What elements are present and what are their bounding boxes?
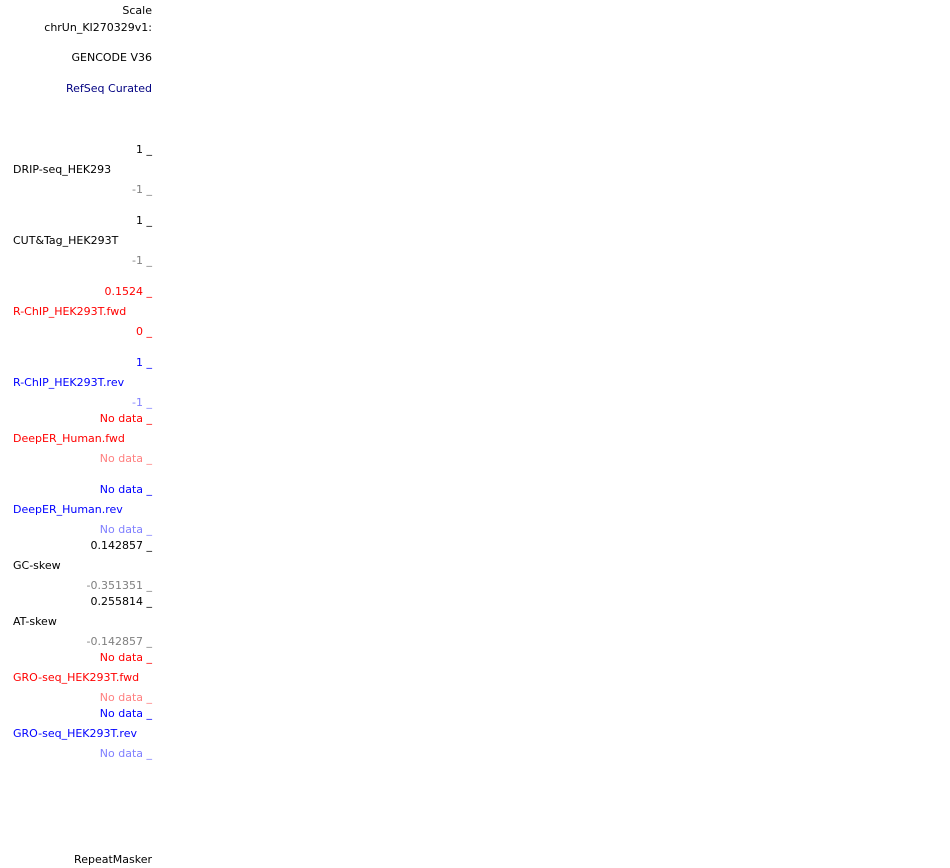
track-min-value: 0 _: [136, 325, 152, 338]
track-display-area[interactable]: [155, 0, 950, 868]
track-min-value: No data _: [99, 747, 152, 760]
track-max-value: 0.255814 _: [90, 595, 152, 608]
track-max-value: 1 _: [136, 143, 152, 156]
scale-label: Scale: [122, 4, 152, 17]
track-label-gc-skew[interactable]: GC-skew: [13, 559, 61, 572]
track-label-drip-seq[interactable]: DRIP-seq_HEK293: [13, 163, 112, 176]
track-min-value: -0.351351 _: [86, 579, 152, 592]
track-max-value: No data _: [99, 707, 152, 720]
gencode-track-label[interactable]: GENCODE V36: [71, 51, 152, 64]
track-min-value: -1 _: [132, 183, 152, 196]
track-label-gro-seq-fwd[interactable]: GRO-seq_HEK293T.fwd: [13, 671, 140, 684]
track-max-value: No data _: [99, 483, 152, 496]
repeatmasker-track-label[interactable]: RepeatMasker: [74, 853, 152, 866]
track-max-value: 1 _: [136, 214, 152, 227]
track-label-at-skew[interactable]: AT-skew: [13, 615, 57, 628]
track-min-value: No data _: [99, 523, 152, 536]
chromosome-label: chrUn_KI270329v1:: [44, 21, 152, 34]
track-min-value: No data _: [99, 691, 152, 704]
track-max-value: No data _: [99, 412, 152, 425]
track-min-value: No data _: [99, 452, 152, 465]
track-max-value: 1 _: [136, 356, 152, 369]
track-min-value: -1 _: [132, 254, 152, 267]
track-label-deeper-rev[interactable]: DeepER_Human.rev: [13, 503, 123, 516]
track-label-gro-seq-rev[interactable]: GRO-seq_HEK293T.rev: [13, 727, 137, 740]
track-max-value: 0.1524 _: [104, 285, 153, 298]
track-min-value: -0.142857 _: [86, 635, 152, 648]
refseq-track-label[interactable]: RefSeq Curated: [66, 82, 152, 95]
track-min-value: -1 _: [132, 396, 152, 409]
track-label-deeper-fwd[interactable]: DeepER_Human.fwd: [13, 432, 125, 445]
track-label-cut-tag[interactable]: CUT&Tag_HEK293T: [13, 234, 119, 247]
track-max-value: 0.142857 _: [90, 539, 152, 552]
track-max-value: No data _: [99, 651, 152, 664]
track-label-r-chip-fwd[interactable]: R-ChIP_HEK293T.fwd: [13, 305, 127, 318]
track-label-r-chip-rev[interactable]: R-ChIP_HEK293T.rev: [13, 376, 125, 389]
